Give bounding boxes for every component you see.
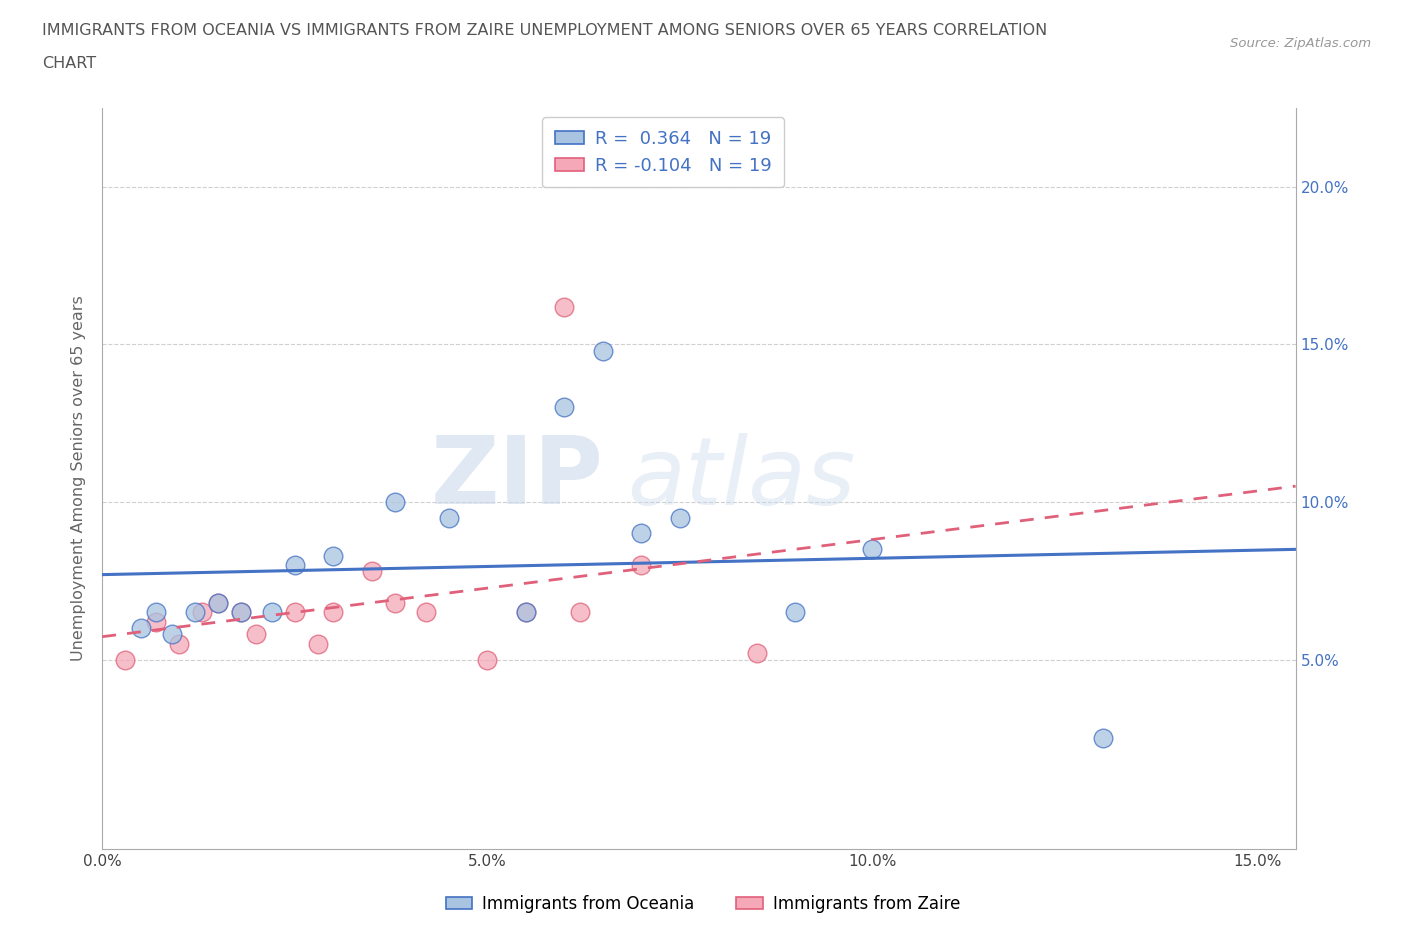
Point [553, 400, 575, 415]
Point [322, 604, 344, 619]
Point [360, 564, 382, 578]
Point [553, 299, 575, 314]
Text: Source: ZipAtlas.com: Source: ZipAtlas.com [1230, 37, 1371, 50]
Point [630, 526, 652, 541]
Point [785, 604, 807, 619]
Point [437, 511, 460, 525]
Point [1092, 731, 1115, 746]
Point [515, 604, 537, 619]
Point [207, 595, 229, 610]
Point [415, 604, 437, 619]
Point [167, 636, 190, 651]
Legend: Immigrants from Oceania, Immigrants from Zaire: Immigrants from Oceania, Immigrants from… [439, 888, 967, 920]
Point [284, 604, 307, 619]
Point [307, 636, 329, 651]
Point [568, 604, 591, 619]
Point [229, 604, 252, 619]
Point [145, 604, 167, 619]
Point [630, 558, 652, 573]
Point [745, 645, 768, 660]
Text: ZIP: ZIP [430, 432, 603, 525]
Point [260, 604, 283, 619]
Y-axis label: Unemployment Among Seniors over 65 years: Unemployment Among Seniors over 65 years [72, 296, 86, 661]
Point [384, 595, 406, 610]
Point [668, 511, 690, 525]
Point [129, 620, 152, 635]
Point [245, 627, 267, 642]
Point [860, 542, 883, 557]
Text: IMMIGRANTS FROM OCEANIA VS IMMIGRANTS FROM ZAIRE UNEMPLOYMENT AMONG SENIORS OVER: IMMIGRANTS FROM OCEANIA VS IMMIGRANTS FR… [42, 23, 1047, 38]
Point [160, 627, 183, 642]
Point [114, 652, 136, 667]
Point [384, 495, 406, 510]
Point [183, 604, 205, 619]
Point [145, 615, 167, 630]
Text: CHART: CHART [42, 56, 96, 71]
Point [191, 604, 214, 619]
Point [592, 343, 614, 358]
Point [284, 558, 307, 573]
Legend: R =  0.364   N = 19, R = -0.104   N = 19: R = 0.364 N = 19, R = -0.104 N = 19 [543, 117, 785, 187]
Point [515, 604, 537, 619]
Text: atlas: atlas [627, 432, 855, 524]
Point [207, 595, 229, 610]
Point [229, 604, 252, 619]
Point [322, 548, 344, 563]
Point [475, 652, 498, 667]
